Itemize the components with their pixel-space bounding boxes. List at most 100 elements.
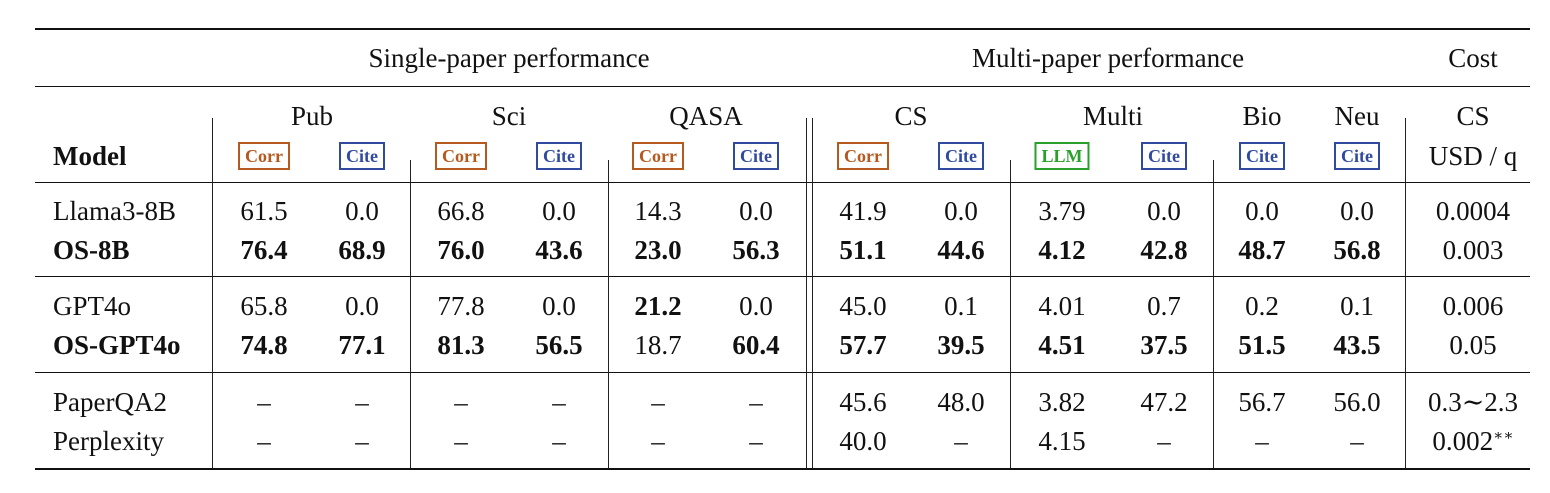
top-rule: [35, 28, 1530, 30]
bio-header: Bio: [1242, 101, 1282, 131]
cs-corr-badge: Corr: [837, 142, 889, 170]
cell-value: 51.1: [839, 235, 887, 265]
cell-value: 48.7: [1238, 235, 1286, 265]
cell-value: –: [749, 387, 763, 417]
cell-value: 77.8: [437, 291, 485, 321]
cell-cs-cite: 0.0: [944, 198, 978, 225]
cell-sci-corr: –: [454, 428, 468, 455]
cell-pub-corr: –: [257, 428, 271, 455]
cell-value: 74.8: [240, 330, 288, 360]
cell-cs-cite: 39.5: [937, 332, 984, 359]
cell-multi-llm: 4.12: [1038, 237, 1085, 264]
pub-cite-badge: Cite: [339, 142, 385, 170]
cell-qasa-corr: 21.2: [634, 293, 681, 320]
cell-multi-cite: 47.2: [1140, 389, 1187, 416]
cell-value: 56.0: [1333, 387, 1381, 417]
model-name: PaperQA2: [53, 387, 167, 417]
cell-neu-cite: 56.8: [1333, 237, 1380, 264]
cell-pub-cite: –: [355, 428, 369, 455]
cell-cs-corr: 45.0: [839, 293, 886, 320]
cell-multi-llm: 4.51: [1038, 332, 1085, 359]
cell-value: 0.0: [542, 196, 576, 226]
model-name: OS-8B: [53, 235, 130, 265]
cell-cs-cite: 44.6: [937, 237, 984, 264]
cell-value: 47.2: [1140, 387, 1188, 417]
model-name: OS-GPT4o: [53, 330, 181, 360]
cell-value: –: [1157, 426, 1171, 456]
multi-paper-header: Multi-paper performance: [971, 43, 1245, 73]
cell-value: –: [651, 426, 665, 456]
cell-cost-cs: 0.05: [1449, 332, 1496, 359]
cell-value: 40.0: [839, 426, 887, 456]
cell-qasa-corr: –: [651, 389, 665, 416]
cell-value: 44.6: [937, 235, 985, 265]
cell-value: –: [1350, 426, 1364, 456]
cell-cs-corr: 45.6: [839, 389, 886, 416]
cell-qasa-cite: 56.3: [732, 237, 779, 264]
cell-value: 0.0: [1340, 196, 1374, 226]
cell-cs-cite: 48.0: [937, 389, 984, 416]
cell-pub-cite: 0.0: [345, 293, 379, 320]
cell-value: –: [552, 426, 566, 456]
cell-value: 42.8: [1140, 235, 1188, 265]
cell-cs-corr: 41.9: [839, 198, 886, 225]
cell-value: –: [257, 426, 271, 456]
cell-bio-cite: 0.2: [1245, 293, 1279, 320]
cell-value: 0.0: [345, 196, 379, 226]
cell-qasa-corr: 18.7: [634, 332, 681, 359]
cost-header: Cost: [1448, 43, 1498, 73]
cell-bio-cite: 0.0: [1245, 198, 1279, 225]
cell-value: –: [1255, 426, 1269, 456]
cell-qasa-corr: 23.0: [634, 237, 681, 264]
cell-value: 81.3: [437, 330, 485, 360]
header-bottom-rule: [35, 182, 1530, 184]
cell-cost-cs: 0.003: [1443, 237, 1504, 264]
model-name: GPT4o: [53, 291, 132, 321]
cell-pub-cite: 68.9: [338, 237, 385, 264]
cell-neu-cite: –: [1350, 428, 1364, 455]
cell-bio-cite: –: [1255, 428, 1269, 455]
cell-cs-cite: 0.1: [944, 293, 978, 320]
cell-pub-cite: 77.1: [338, 332, 385, 359]
cell-value: 76.4: [240, 235, 288, 265]
cell-value: 0.1: [1340, 291, 1374, 321]
cell-cost-cs: 0.002∗∗: [1432, 428, 1513, 455]
cell-value: 56.8: [1333, 235, 1381, 265]
cell-value: 77.1: [338, 330, 386, 360]
pub-header: Pub: [290, 101, 334, 131]
cell-sci-corr: 77.8: [437, 293, 484, 320]
model-name: Perplexity: [53, 426, 164, 456]
neu-cite-badge: Cite: [1334, 142, 1380, 170]
cell-value: –: [257, 387, 271, 417]
cell-multi-cite: –: [1157, 428, 1171, 455]
cell-value: 0.0: [1147, 196, 1181, 226]
cell-bio-cite: 56.7: [1238, 389, 1285, 416]
bio-cite-badge: Cite: [1239, 142, 1285, 170]
cell-value: 0.0: [739, 291, 773, 321]
cell-value: 3.79: [1038, 196, 1086, 226]
cell-value: 4.12: [1038, 235, 1086, 265]
cell-value: 0.0: [1245, 196, 1279, 226]
cell-value: 60.4: [732, 330, 780, 360]
cell-value: 56.7: [1238, 387, 1286, 417]
cell-bio-cite: 48.7: [1238, 237, 1285, 264]
footnote-marker: ∗∗: [1493, 428, 1514, 444]
cell-sci-cite: 0.0: [542, 293, 576, 320]
cell-neu-cite: 0.0: [1340, 198, 1374, 225]
separator-single-multi-a: [806, 118, 808, 468]
cell-value: –: [954, 426, 968, 456]
cell-value: 45.6: [839, 387, 887, 417]
multi-llm-badge: LLM: [1034, 142, 1090, 170]
model-name: Llama3-8B: [53, 196, 176, 226]
sci-cite-badge: Cite: [536, 142, 582, 170]
cell-pub-cite: 0.0: [345, 198, 379, 225]
cell-value: 4.01: [1038, 291, 1086, 321]
sci-corr-badge: Corr: [435, 142, 487, 170]
cell-value: 0.0: [944, 196, 978, 226]
cell-value: 41.9: [839, 196, 887, 226]
cell-value: –: [454, 426, 468, 456]
cell-multi-cite: 37.5: [1140, 332, 1187, 359]
cell-value: 48.0: [937, 387, 985, 417]
separator-model-pub: [212, 118, 214, 468]
qasa-header: QASA: [669, 101, 743, 131]
